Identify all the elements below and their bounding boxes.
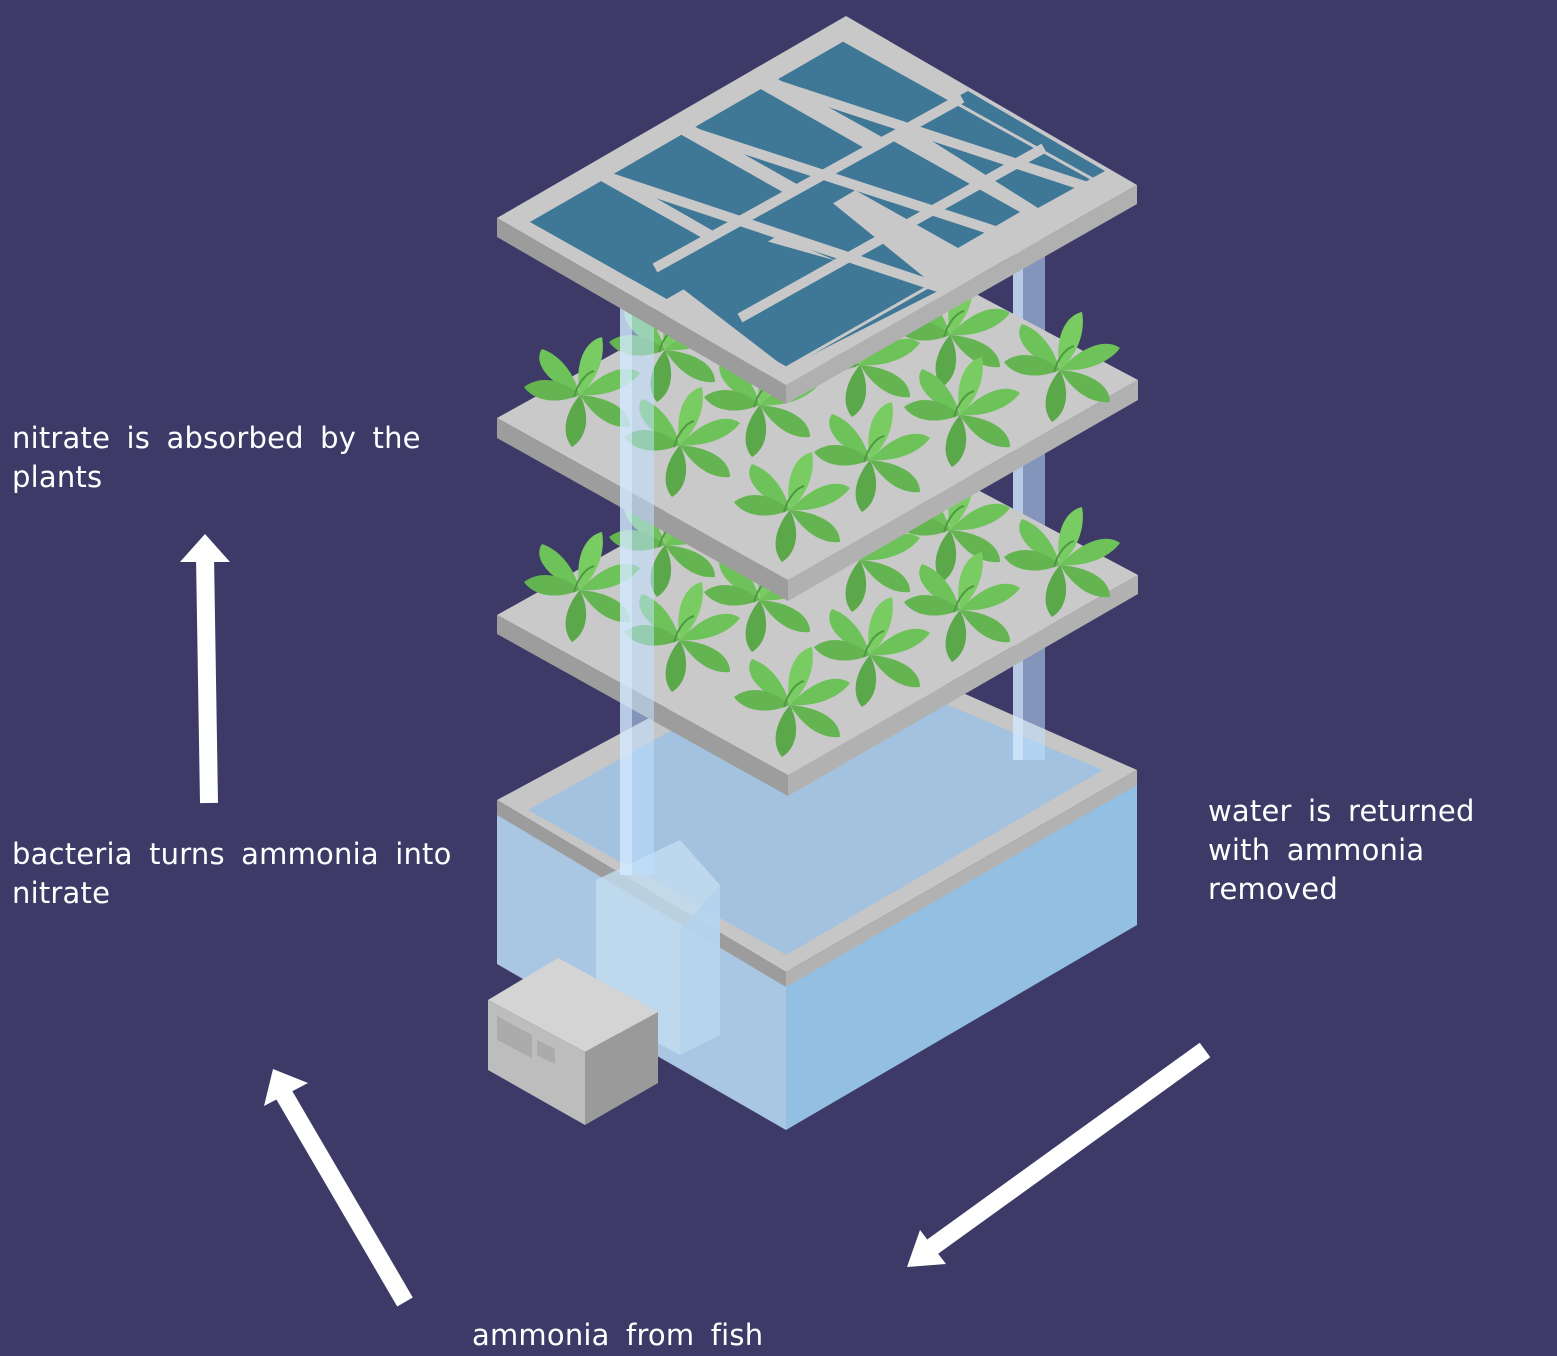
label-water-returned: water is returned with ammonia removed (1208, 794, 1475, 906)
arrow-down-left (907, 1042, 1211, 1267)
water-pipe-front (620, 300, 654, 875)
pump-box (488, 958, 658, 1125)
label-nitrate-absorbed: nitrate is absorbed by the plants (12, 421, 421, 494)
arrow-up-left (264, 1069, 413, 1307)
label-ammonia-from-fish: ammonia from fish (472, 1318, 764, 1352)
solar-panel (497, 16, 1137, 404)
fish-tank (497, 628, 1137, 1130)
label-bacteria-nitrate: bacteria turns ammonia into nitrate (12, 837, 452, 910)
arrow-up (180, 534, 230, 804)
